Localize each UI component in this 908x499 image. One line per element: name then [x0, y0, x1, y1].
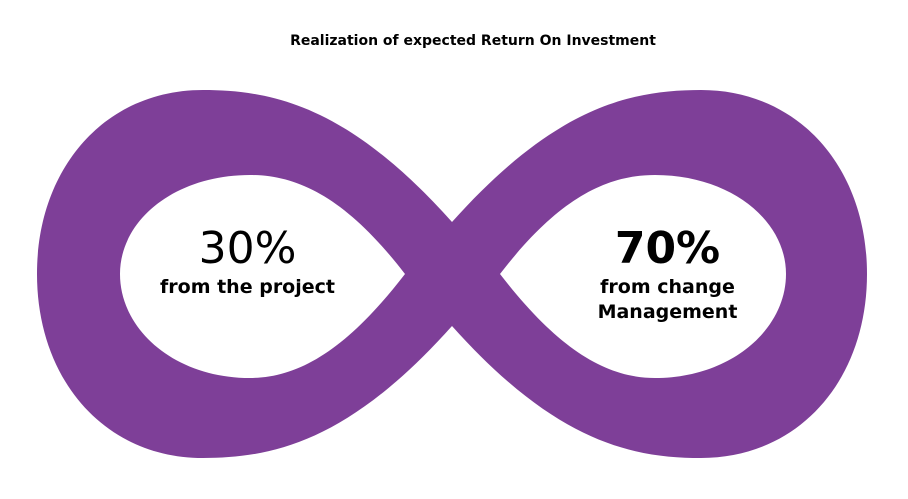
change-management-percent: 70%: [614, 223, 721, 274]
project-percent: 30%: [198, 223, 297, 274]
change-management-label: from change Management: [540, 275, 795, 325]
change-management-label-line: from change: [600, 276, 735, 298]
change-management-label-line: Management: [597, 301, 738, 323]
right-lobe-text: 70% from change Management: [540, 223, 795, 325]
infinity-shape: [37, 90, 867, 458]
page-title: Realization of expected Return On Invest…: [290, 33, 656, 49]
left-lobe-text: 30% from the project: [120, 223, 375, 300]
project-label: from the project: [160, 276, 335, 298]
